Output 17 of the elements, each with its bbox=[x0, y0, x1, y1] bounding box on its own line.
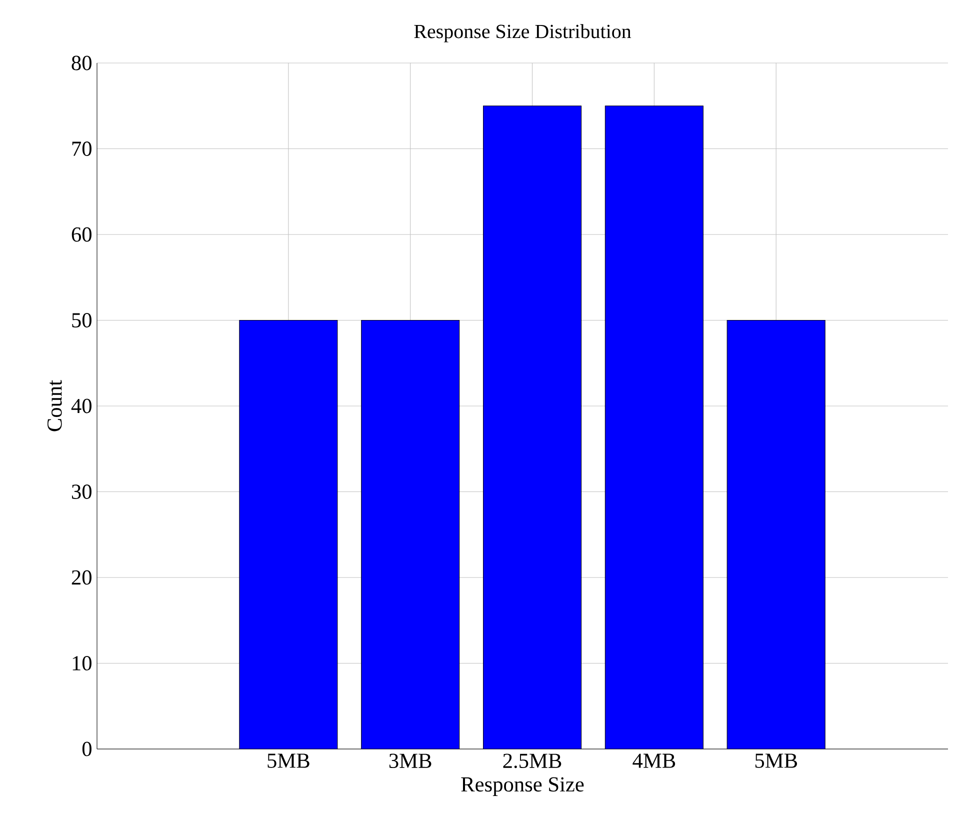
y-tick-label: 30 bbox=[72, 484, 92, 499]
chart-title: Response Size Distribution bbox=[414, 24, 632, 42]
y-tick-label: 80 bbox=[72, 56, 92, 70]
y-tick-label: 20 bbox=[72, 570, 92, 585]
x-tick-label: 3MB bbox=[389, 754, 432, 768]
x-tick-label: 2.5MB bbox=[503, 754, 562, 768]
x-tick-label: 5MB bbox=[268, 754, 310, 768]
y-tick-label: 40 bbox=[71, 398, 92, 414]
y-tick-label: 70 bbox=[72, 142, 92, 156]
x-axis-title: Response Size bbox=[461, 777, 584, 796]
y-tick-label: 0 bbox=[82, 742, 92, 756]
x-tick-label: 4MB bbox=[632, 754, 676, 768]
x-tick-label: 5MB bbox=[755, 754, 797, 768]
y-axis-title: Count bbox=[47, 380, 62, 432]
y-tick-label: 50 bbox=[72, 313, 92, 328]
y-tick-label: 60 bbox=[72, 227, 92, 242]
y-tick-label: 10 bbox=[72, 656, 92, 670]
